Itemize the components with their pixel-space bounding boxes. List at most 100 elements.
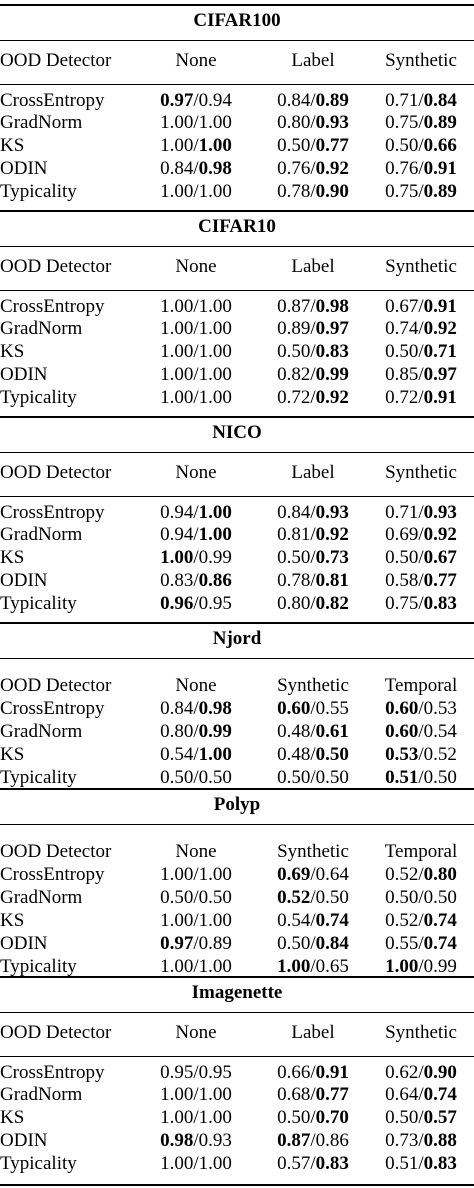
score-second: 0.83 [315,341,349,362]
score-first: 0.72 [277,387,311,408]
score-second: 0.89 [315,90,349,111]
score-first: 0.58 [385,570,419,591]
table-title: Njord [212,628,262,649]
table-row: GradNorm 0.80/0.99 0.48/0.61 0.60/0.54 [0,721,474,743]
score-second: 0.53 [423,698,457,719]
score-cell: 0.71/0.84 [385,90,457,111]
detector-name: GradNorm [0,1084,83,1105]
score-cell: 0.98/0.93 [160,1130,232,1151]
score-first: 0.98 [160,1130,194,1151]
score-first: 1.00 [160,296,194,317]
score-cell: 0.66/0.91 [277,1062,349,1083]
score-second: 0.88 [423,1130,457,1151]
score-second: 1.00 [198,318,232,339]
score-cell: 1.00/0.99 [160,547,232,568]
detector-name: ODIN [0,570,48,591]
score-cell: 1.00/1.00 [160,341,232,362]
table-row: CrossEntropy 0.94/1.00 0.84/0.93 0.71/0.93 [0,502,474,524]
score-cell: 0.75/0.89 [385,181,457,202]
score-cell: 0.67/0.91 [385,296,457,317]
column-header: Synthetic [385,1022,457,1043]
detector-name: KS [0,910,25,931]
score-cell: 0.50/0.71 [385,341,457,362]
score-first: 1.00 [160,181,194,202]
column-header: OOD Detector [0,50,112,71]
score-first: 0.68 [277,1084,311,1105]
score-second: 0.99 [315,364,349,385]
score-second: 0.74 [423,933,457,954]
score-first: 0.87 [277,296,311,317]
title-rule [0,40,474,41]
score-first: 0.75 [385,112,419,133]
score-second: 1.00 [198,502,232,523]
table-row: KS 1.00/1.00 0.50/0.83 0.50/0.71 [0,341,474,363]
table-row: KS 0.54/1.00 0.48/0.50 0.53/0.52 [0,744,474,766]
score-cell: 0.87/0.98 [277,296,349,317]
score-first: 0.78 [277,181,311,202]
score-cell: 0.84/0.93 [277,502,349,523]
score-first: 0.50 [385,135,419,156]
column-header: OOD Detector [0,1022,112,1043]
score-second: 0.54 [423,721,457,742]
table-row: ODIN 0.84/0.98 0.76/0.92 0.76/0.91 [0,158,474,180]
score-cell: 0.50/0.50 [277,767,349,788]
score-second: 0.73 [315,547,349,568]
table-title: Polyp [213,794,261,815]
score-second: 0.92 [315,524,349,545]
score-second: 1.00 [198,1107,232,1128]
score-first: 0.94 [160,502,194,523]
score-second: 0.93 [198,1130,232,1151]
score-first: 0.72 [385,387,419,408]
score-cell: 0.85/0.97 [385,364,457,385]
score-second: 0.90 [315,181,349,202]
score-cell: 0.73/0.88 [385,1130,457,1151]
score-cell: 1.00/1.00 [160,112,232,133]
score-cell: 0.97/0.94 [160,90,232,111]
score-first: 0.50 [277,341,311,362]
score-second: 0.82 [315,593,349,614]
score-second: 0.80 [423,864,457,885]
column-header: Label [291,462,335,483]
table-block: CIFAR10 OOD Detector None Label Synthetic Cro… [0,210,474,416]
score-first: 0.66 [277,1062,311,1083]
score-second: 0.74 [423,910,457,931]
score-first: 0.84 [160,698,194,719]
table-block: CIFAR100 OOD Detector None Label Synthetic Cr… [0,4,474,210]
score-first: 0.71 [385,90,419,111]
score-second: 0.64 [315,864,349,885]
score-second: 0.66 [423,135,457,156]
score-second: 0.92 [315,387,349,408]
header-row: OOD Detector None Label Synthetic [0,50,474,72]
score-second: 1.00 [198,524,232,545]
score-first: 1.00 [160,1084,194,1105]
score-first: 0.73 [385,1130,419,1151]
detector-name: CrossEntropy [0,90,105,111]
score-cell: 0.52/0.74 [385,910,457,931]
score-first: 1.00 [160,956,194,977]
score-first: 0.62 [385,1062,419,1083]
score-second: 0.95 [198,1062,232,1083]
score-second: 1.00 [198,387,232,408]
score-second: 0.92 [315,158,349,179]
detector-name: GradNorm [0,318,83,339]
score-second: 1.00 [198,341,232,362]
score-second: 1.00 [198,296,232,317]
score-second: 0.65 [315,956,349,977]
score-second: 0.61 [315,721,349,742]
table-row: ODIN 1.00/1.00 0.82/0.99 0.85/0.97 [0,364,474,386]
score-first: 0.80 [277,112,311,133]
column-header: OOD Detector [0,841,112,862]
detector-name: KS [0,1107,25,1128]
score-cell: 0.97/0.89 [160,933,232,954]
table-row: Typicality 0.50/0.50 0.50/0.50 0.51/0.50 [0,767,474,789]
score-second: 0.50 [315,744,349,765]
score-cell: 0.71/0.93 [385,502,457,523]
score-second: 0.55 [315,698,349,719]
detector-name: Typicality [0,956,77,977]
score-second: 0.98 [198,698,232,719]
score-cell: 0.76/0.92 [277,158,349,179]
column-header: Synthetic [277,675,349,696]
score-first: 0.83 [160,570,194,591]
score-first: 0.69 [385,524,419,545]
table-row: Typicality 1.00/1.00 0.78/0.90 0.75/0.89 [0,181,474,203]
